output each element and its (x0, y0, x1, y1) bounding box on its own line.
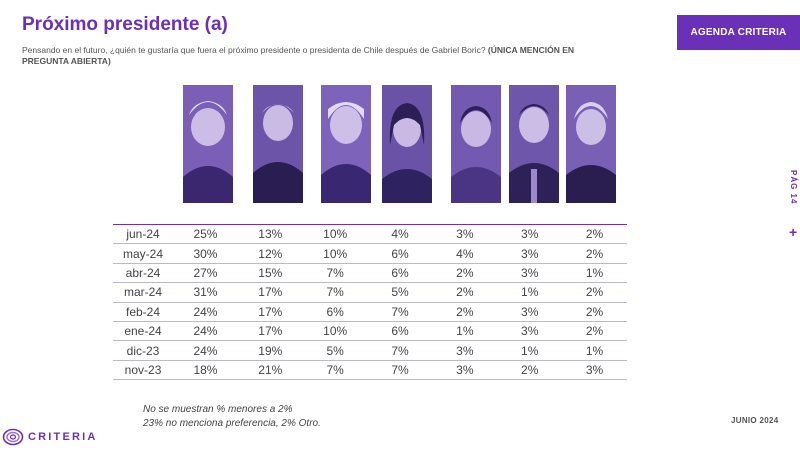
side-page-label: PÁG 14 (789, 170, 798, 205)
month-label: nov-23 (113, 360, 174, 381)
cell-candidate-6: 3% (497, 302, 563, 322)
cell-candidate-4: 7% (367, 340, 433, 361)
cell-candidate-1: 27% (173, 263, 238, 284)
cell-candidate-1: 18% (173, 360, 238, 381)
cell-candidate-3: 5% (302, 340, 368, 361)
month-label: jun-24 (113, 223, 174, 245)
month-label: abr-24 (113, 263, 174, 284)
logo-text: CRITERIA (28, 431, 98, 443)
cell-candidate-6: 3% (497, 243, 563, 264)
cell-candidate-5: 3% (432, 223, 498, 245)
cell-candidate-3: 7% (302, 263, 368, 284)
cell-candidate-7: 2% (562, 223, 627, 245)
cell-candidate-4: 7% (367, 360, 433, 381)
cell-candidate-2: 12% (237, 243, 303, 264)
note-minimum-threshold: No se muestran % menores a 2% (143, 404, 293, 415)
cell-candidate-4: 7% (367, 302, 433, 322)
cell-candidate-4: 4% (367, 223, 433, 245)
note-no-preference: 23% no menciona preferencia, 2% Otro. (143, 418, 321, 429)
cell-candidate-2: 13% (237, 223, 303, 245)
subtitle-note: (ÚNICA MENCIÓN EN PREGUNTA ABIERTA) (22, 45, 575, 66)
cell-candidate-3: 10% (302, 321, 368, 342)
cell-candidate-6: 1% (497, 340, 563, 361)
candidate-1-photo (183, 85, 233, 203)
cell-candidate-3: 7% (302, 282, 368, 303)
cell-candidate-5: 3% (432, 360, 498, 381)
cell-candidate-5: 4% (432, 243, 498, 264)
cell-candidate-6: 2% (497, 360, 563, 381)
cell-candidate-3: 10% (302, 223, 368, 245)
cell-candidate-2: 19% (237, 340, 303, 361)
side-plus-icon: + (789, 224, 798, 240)
candidate-7-photo (566, 85, 616, 203)
cell-candidate-7: 2% (562, 282, 627, 303)
cell-candidate-3: 7% (302, 360, 368, 381)
page-subtitle: Pensando en el futuro, ¿quién te gustarí… (22, 45, 622, 67)
cell-candidate-7: 1% (562, 263, 627, 284)
cell-candidate-7: 2% (562, 321, 627, 342)
table-row: nov-23 18% 21% 7% 7% 3% 2% 3% (113, 360, 627, 381)
subtitle-question: Pensando en el futuro, ¿quién te gustarí… (22, 45, 486, 55)
cell-candidate-7: 2% (562, 243, 627, 264)
criteria-logo: CRITERIA (2, 426, 98, 448)
cell-candidate-2: 15% (237, 263, 303, 284)
month-label: feb-24 (113, 302, 174, 322)
cell-candidate-4: 6% (367, 263, 433, 284)
cell-candidate-2: 17% (237, 321, 303, 342)
cell-candidate-4: 6% (367, 243, 433, 264)
cell-candidate-1: 24% (173, 302, 238, 322)
cell-candidate-3: 10% (302, 243, 368, 264)
table-row: abr-24 27% 15% 7% 6% 2% 3% 1% (113, 263, 627, 284)
table-row: mar-24 31% 17% 7% 5% 2% 1% 2% (113, 282, 627, 303)
month-label: dic-23 (113, 340, 174, 361)
table-row: jun-24 25% 13% 10% 4% 3% 3% 2% (113, 223, 627, 245)
cell-candidate-3: 6% (302, 302, 368, 322)
month-label: ene-24 (113, 321, 174, 342)
candidate-2-photo (253, 85, 303, 203)
cell-candidate-7: 1% (562, 340, 627, 361)
cell-candidate-7: 2% (562, 302, 627, 322)
cell-candidate-1: 25% (173, 223, 238, 245)
candidate-4-photo (382, 85, 432, 203)
agenda-criteria-badge: AGENDA CRITERIA (677, 15, 800, 50)
month-label: mar-24 (113, 282, 174, 303)
cell-candidate-2: 17% (237, 302, 303, 322)
table-row: may-24 30% 12% 10% 6% 4% 3% 2% (113, 243, 627, 264)
cell-candidate-1: 24% (173, 321, 238, 342)
cell-candidate-6: 3% (497, 321, 563, 342)
cell-candidate-1: 24% (173, 340, 238, 361)
cell-candidate-4: 5% (367, 282, 433, 303)
cell-candidate-2: 17% (237, 282, 303, 303)
cell-candidate-2: 21% (237, 360, 303, 381)
candidate-3-photo (321, 85, 371, 203)
month-label: may-24 (113, 243, 174, 264)
side-page-indicator: PÁG 14 (782, 170, 800, 310)
cell-candidate-5: 1% (432, 321, 498, 342)
cell-candidate-6: 3% (497, 263, 563, 284)
report-date: JUNIO 2024 (731, 416, 779, 425)
page-title: Próximo presidente (a) (22, 14, 228, 35)
table-row: feb-24 24% 17% 6% 7% 2% 3% 2% (113, 302, 627, 322)
table-row: ene-24 24% 17% 10% 6% 1% 3% 2% (113, 321, 627, 342)
cell-candidate-5: 3% (432, 340, 498, 361)
cell-candidate-6: 1% (497, 282, 563, 303)
candidate-5-photo (451, 85, 501, 203)
cell-candidate-5: 2% (432, 302, 498, 322)
candidate-6-photo (509, 85, 559, 203)
cell-candidate-7: 3% (562, 360, 627, 381)
criteria-logo-icon (2, 428, 24, 446)
cell-candidate-5: 2% (432, 263, 498, 284)
poll-results-table: jun-24 25% 13% 10% 4% 3% 3% 2% may-24 30% 12% 10% 6%… (113, 223, 627, 381)
cell-candidate-5: 2% (432, 282, 498, 303)
table-row: dic-23 24% 19% 5% 7% 3% 1% 1% (113, 340, 627, 361)
cell-candidate-1: 30% (173, 243, 238, 264)
cell-candidate-1: 31% (173, 282, 238, 303)
cell-candidate-6: 3% (497, 223, 563, 245)
cell-candidate-4: 6% (367, 321, 433, 342)
